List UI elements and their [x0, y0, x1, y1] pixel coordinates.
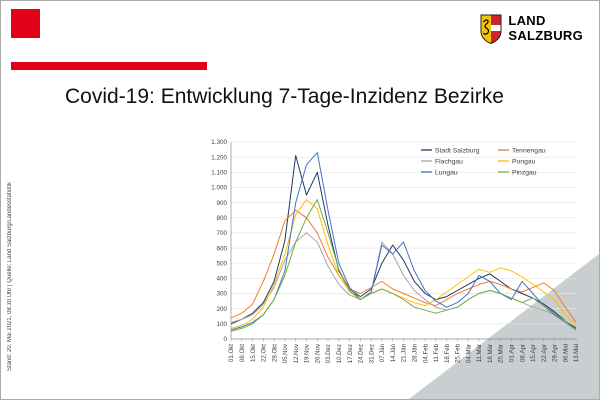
svg-text:100: 100 [216, 321, 227, 328]
stand-source-note: Stand: 20. Mai 2021, 08.30 Uhr | Quelle:… [7, 181, 13, 371]
svg-text:24.Dez: 24.Dez [358, 344, 365, 363]
svg-text:14.Jän: 14.Jän [390, 344, 397, 362]
svg-text:Flachgau: Flachgau [435, 158, 463, 165]
svg-text:21.Jän: 21.Jän [401, 344, 408, 362]
svg-text:26.Nov: 26.Nov [315, 343, 322, 363]
series-line [230, 209, 577, 323]
svg-text:29.Apr: 29.Apr [552, 344, 559, 362]
logo-text: LAND SALZBURG [508, 13, 583, 43]
svg-text:1.100: 1.100 [211, 170, 227, 177]
svg-text:10.Dez: 10.Dez [336, 344, 343, 363]
svg-text:700: 700 [216, 230, 227, 237]
svg-text:600: 600 [216, 245, 227, 252]
svg-text:200: 200 [216, 306, 227, 313]
svg-text:04.Feb: 04.Feb [422, 343, 429, 363]
svg-text:07.Jän: 07.Jän [379, 344, 386, 362]
svg-text:1.200: 1.200 [211, 154, 227, 161]
svg-text:12.Nov: 12.Nov [293, 343, 300, 363]
series-line [230, 155, 577, 329]
svg-text:01.Apr: 01.Apr [509, 344, 516, 362]
svg-text:05.Nov: 05.Nov [282, 343, 289, 363]
svg-text:0: 0 [223, 336, 227, 343]
svg-text:Tennengau: Tennengau [512, 147, 546, 154]
svg-text:300: 300 [216, 291, 227, 298]
logo-line1: LAND [508, 13, 546, 28]
svg-text:15.Okt: 15.Okt [250, 344, 257, 362]
x-tick-labels: 01.Okt 08.Okt 15.Okt 22.Okt 29.Okt 05.Nov 12.N… [228, 339, 580, 363]
svg-text:500: 500 [216, 260, 227, 267]
incidence-chart-svg: 0 100 200 300 400 500 600 700 800 900 1.000 1.100 1.… [211, 139, 580, 363]
svg-text:29.Okt: 29.Okt [271, 344, 278, 362]
series-lines [230, 152, 577, 332]
svg-text:01.Okt: 01.Okt [228, 344, 235, 362]
svg-text:1.300: 1.300 [211, 139, 227, 146]
svg-text:Pinzgau: Pinzgau [512, 169, 537, 176]
logo-line2: SALZBURG [508, 27, 583, 43]
svg-text:11.Mär: 11.Mär [476, 344, 483, 363]
svg-text:22.Apr: 22.Apr [541, 344, 548, 362]
svg-text:Lungau: Lungau [435, 169, 458, 176]
svg-text:08.Apr: 08.Apr [519, 344, 526, 362]
page-title: Covid-19: Entwicklung 7-Tage-Inzidenz Be… [65, 85, 504, 108]
svg-text:28.Jän: 28.Jän [412, 344, 419, 362]
svg-text:1.000: 1.000 [211, 185, 227, 192]
svg-text:13.Mai: 13.Mai [573, 344, 580, 362]
red-square-accent [11, 9, 40, 38]
red-divider-bar [11, 62, 207, 70]
salzburg-coat-of-arms-icon [480, 14, 502, 49]
svg-text:400: 400 [216, 276, 227, 283]
svg-text:11.Feb: 11.Feb [433, 343, 440, 362]
series-line [230, 199, 577, 332]
incidence-chart: 0 100 200 300 400 500 600 700 800 900 1.000 1.100 1.… [196, 132, 586, 394]
series-line [230, 152, 577, 331]
svg-text:31.Dez: 31.Dez [368, 344, 375, 363]
svg-text:19.Nov: 19.Nov [304, 343, 311, 363]
chart-legend: Stadt Salzburg Tennengau Flachgau Pongau Lun… [421, 147, 546, 176]
svg-text:18.Feb: 18.Feb [444, 343, 451, 363]
land-salzburg-logo: LAND SALZBURG [480, 13, 583, 49]
svg-text:06.Mai: 06.Mai [562, 344, 569, 362]
svg-text:25.Mär: 25.Mär [498, 344, 505, 363]
svg-text:900: 900 [216, 200, 227, 207]
svg-text:800: 800 [216, 215, 227, 222]
series-line [230, 199, 577, 329]
svg-text:Stadt Salzburg: Stadt Salzburg [435, 147, 480, 154]
svg-text:03.Dez: 03.Dez [325, 344, 332, 363]
svg-text:04.Mär: 04.Mär [465, 344, 472, 363]
svg-text:17.Dez: 17.Dez [347, 344, 354, 363]
svg-text:08.Okt: 08.Okt [239, 344, 246, 362]
svg-text:Pongau: Pongau [512, 158, 536, 165]
svg-text:18.Mär: 18.Mär [487, 344, 494, 363]
svg-text:15.Apr: 15.Apr [530, 344, 537, 362]
svg-text:22.Okt: 22.Okt [261, 344, 268, 362]
svg-text:25.Feb: 25.Feb [455, 343, 462, 363]
